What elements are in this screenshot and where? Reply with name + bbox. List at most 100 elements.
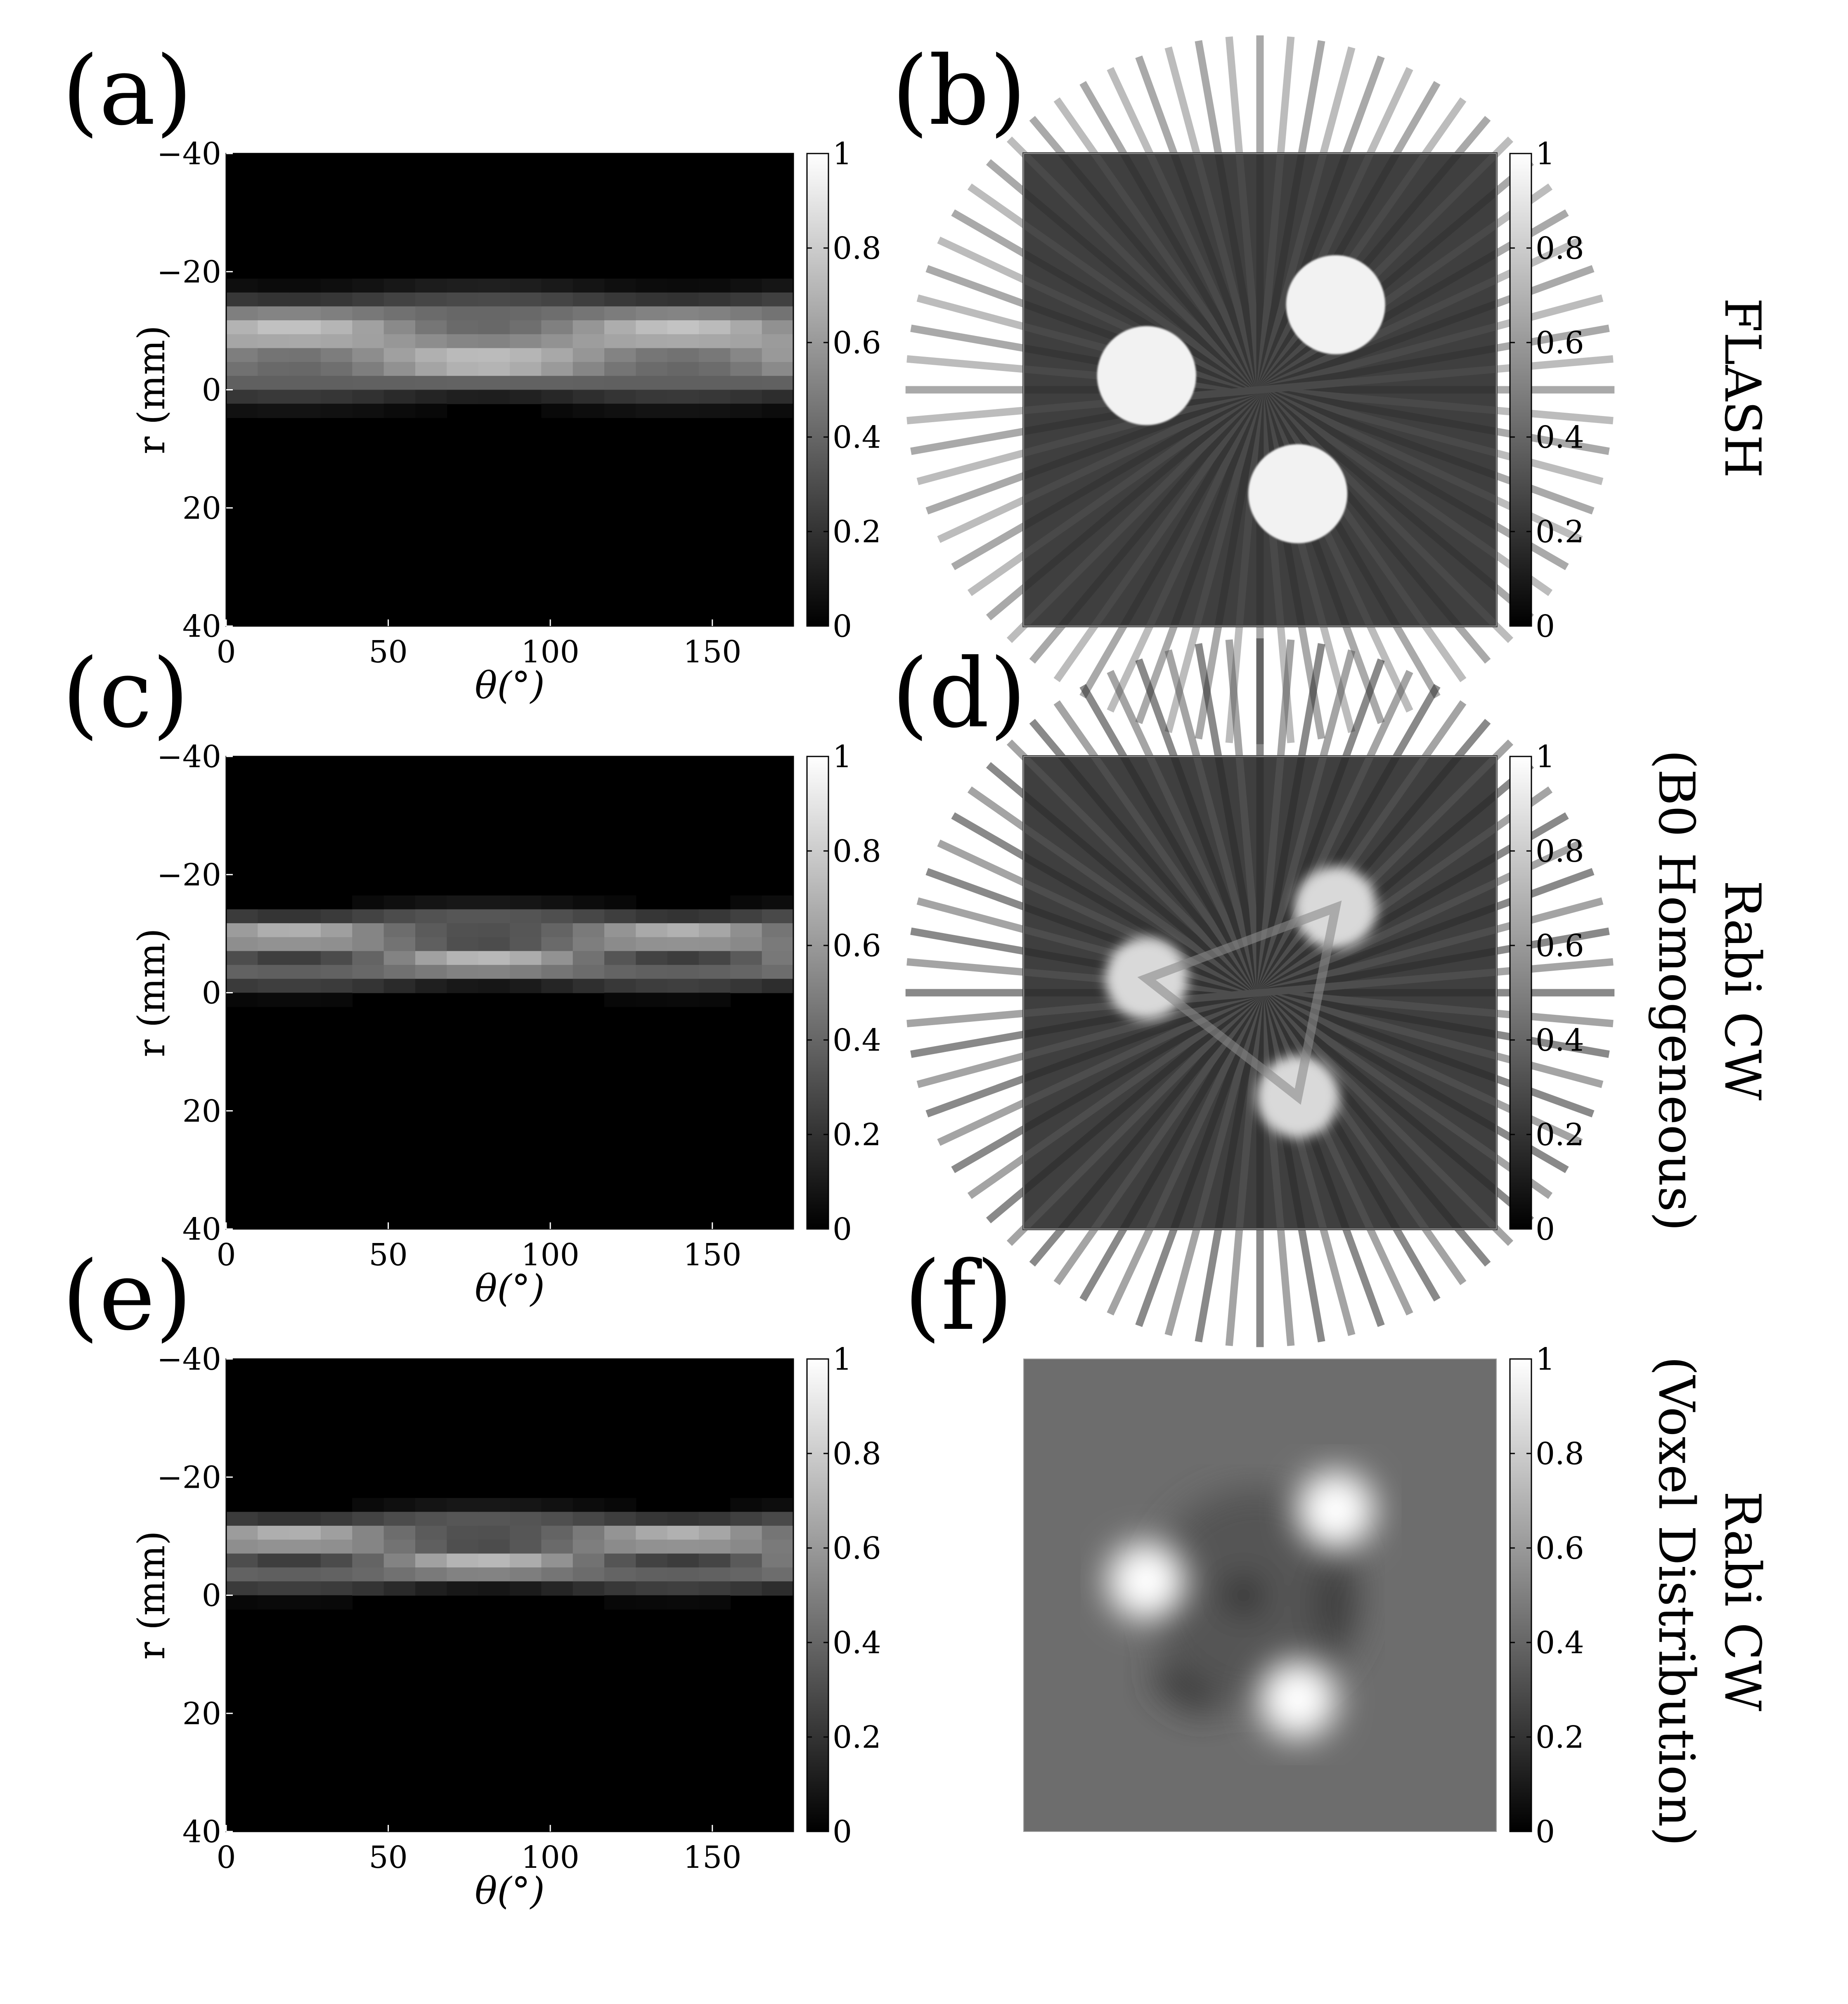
y-tick-label: 20: [182, 491, 221, 526]
panel-d: (d) 0 0.2 0.4 0.6 0.8 1: [892, 638, 1615, 1347]
sino-e-pixels: [226, 1498, 794, 1610]
x-tick-label: 0: [216, 1237, 236, 1273]
x-tick-label: 0: [216, 634, 236, 670]
panel-label-d: (d): [892, 639, 1027, 749]
colorbar-c: 0 0.2 0.4 0.6 0.8 1: [806, 739, 881, 1247]
x-axis-label: θ(°): [475, 1869, 544, 1913]
recon-soft-halo: [1148, 1488, 1363, 1714]
recon-disc: [1286, 255, 1385, 354]
panel-label-a: (a): [62, 36, 193, 147]
recon-disc: [1296, 1471, 1375, 1550]
colorbar-tick-label: 0.8: [833, 834, 881, 869]
colorbar-tick-label: 0.8: [1536, 231, 1584, 266]
colorbar-tick-label: 0.4: [833, 420, 881, 455]
y-axis-label: r (mm): [130, 1531, 173, 1660]
reconstruction-b-image: [905, 35, 1615, 744]
x-tick-label: 50: [369, 634, 407, 670]
colorbar-tick-label: 0.6: [833, 1531, 881, 1566]
y-tick-label: 40: [182, 1814, 221, 1850]
y-tick-label: 20: [182, 1696, 221, 1732]
colorbar-tick-label: 0.6: [1536, 325, 1584, 361]
colorbar-tick-label: 0: [833, 1814, 852, 1850]
colorbar-gradient: [1509, 756, 1532, 1230]
sinogram-c-axes: 0 50 100 150 −40 −20 0 20 40 θ(°) r (mm): [130, 739, 741, 1310]
colorbar-tick-label: 0.8: [833, 1436, 881, 1472]
colorbar-tick-label: 1: [1536, 136, 1555, 172]
colorbar-tick-label: 0.2: [833, 514, 881, 550]
recon-discs: [1097, 255, 1385, 544]
x-tick-label: 50: [369, 1237, 407, 1273]
x-tick-label: 150: [683, 1237, 741, 1273]
colorbar-gradient: [1509, 153, 1532, 627]
x-axis-label: θ(°): [475, 664, 544, 707]
colorbar-tick-label: 1: [1536, 1342, 1555, 1377]
colorbar-tick-label: 0.4: [833, 1023, 881, 1058]
colorbar-a: 0 0.2 0.4 0.6 0.8 1: [806, 136, 881, 644]
colorbar-tick-label: 0.4: [1536, 1023, 1584, 1058]
recon-streaks: [905, 35, 1615, 744]
recon-disc: [1259, 1660, 1337, 1739]
colorbar-gradient: [806, 153, 829, 627]
colorbar-tick-label: 0.4: [1536, 420, 1584, 455]
x-tick-label: 50: [369, 1840, 407, 1875]
sino-a-pixels: [226, 279, 794, 418]
x-axis-label: θ(°): [475, 1267, 544, 1310]
colorbar-tick-label: 0.6: [1536, 928, 1584, 964]
colorbar-tick-label: 0.2: [833, 1117, 881, 1153]
recon-disc: [1107, 1542, 1186, 1621]
colorbar-tick-label: 0: [1536, 609, 1555, 644]
colorbar-tick-label: 1: [833, 136, 852, 172]
y-tick-label: −20: [157, 1460, 221, 1495]
recon-discs: [1107, 1471, 1375, 1739]
panel-f: (f) 0 0.2 0.4 0.6 0.8 1: [904, 1241, 1584, 1850]
colorbar-tick-label: 0: [1536, 1212, 1555, 1247]
y-axis-label: r (mm): [130, 325, 173, 454]
recon-disc: [1097, 326, 1196, 425]
colorbar-tick-label: 0.4: [1536, 1625, 1584, 1661]
colorbar-tick-label: 0.4: [833, 1625, 881, 1661]
panel-label-b: (b): [892, 36, 1027, 147]
row-label-2: Rabi CW (B0 Homogeneous): [1647, 750, 1771, 1231]
reconstruction-d-image: [905, 638, 1615, 1347]
x-tick-label: 150: [683, 1840, 741, 1875]
colorbar-tick-label: 0.2: [1536, 1720, 1584, 1755]
recon-disc: [1248, 444, 1348, 544]
colorbar-tick-label: 0: [1536, 1814, 1555, 1850]
row-label-rabi-cw-2: Rabi CW: [1713, 1491, 1771, 1711]
y-tick-label: −20: [157, 857, 221, 893]
y-tick-label: −40: [157, 739, 221, 775]
colorbar-gradient: [806, 756, 829, 1230]
colorbar-tick-label: 0.2: [833, 1720, 881, 1755]
x-tick-label: 100: [521, 634, 580, 670]
colorbar-gradient: [806, 1358, 829, 1832]
colorbar-tick-label: 0: [833, 1212, 852, 1247]
colorbar-tick-label: 1: [833, 739, 852, 775]
colorbar-tick-label: 0: [833, 609, 852, 644]
row-label-1: FLASH: [1713, 298, 1771, 478]
x-tick-label: 150: [683, 634, 741, 670]
row-label-rabi-cw-1: Rabi CW: [1713, 880, 1771, 1100]
panel-label-f: (f): [904, 1241, 1013, 1352]
recon-streaks: [905, 638, 1615, 1347]
row-label-voxel-distribution: (Voxel Distribution): [1647, 1356, 1705, 1846]
row-label-3: Rabi CW (Voxel Distribution): [1647, 1356, 1771, 1846]
sino-c-pixels: [226, 895, 794, 1007]
y-axis-label: r (mm): [130, 928, 173, 1057]
x-tick-label: 100: [521, 1840, 580, 1875]
row-label-flash: FLASH: [1713, 298, 1771, 478]
colorbar-tick-label: 0.6: [833, 325, 881, 361]
y-tick-label: 40: [182, 1212, 221, 1247]
sinogram-e-image: [226, 1498, 794, 1610]
colorbar-tick-label: 0.8: [833, 231, 881, 266]
y-tick-label: 0: [202, 373, 221, 408]
y-tick-label: −40: [157, 136, 221, 172]
colorbar-f: 0 0.2 0.4 0.6 0.8 1: [1509, 1342, 1584, 1850]
x-tick-label: 0: [216, 1840, 236, 1875]
colorbar-tick-label: 0.2: [1536, 1117, 1584, 1153]
colorbar-tick-label: 0.8: [1536, 834, 1584, 869]
row-label-b0-homogeneous: (B0 Homogeneous): [1647, 750, 1705, 1231]
panel-b: (b) 0 0.2 0.4 0.6 0.8 1: [892, 35, 1615, 744]
